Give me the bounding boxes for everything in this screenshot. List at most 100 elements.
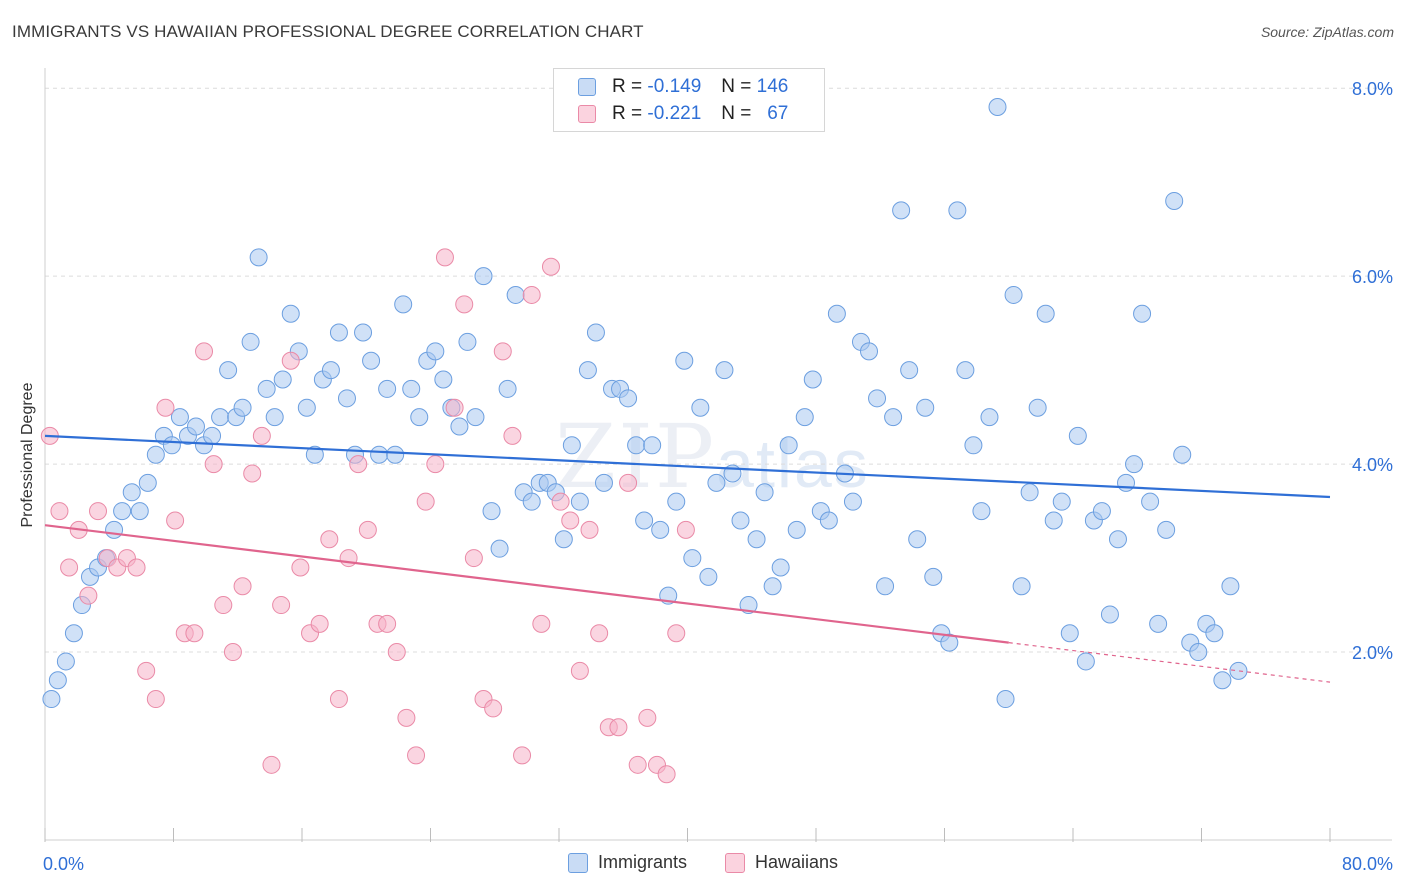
point-hawaiians [455,295,474,314]
legend-r-value: -0.149 [647,76,702,97]
point-immigrants [362,351,381,370]
point-hawaiians [628,755,647,774]
point-immigrants [627,436,646,455]
point-hawaiians [50,502,69,521]
point-immigrants [980,408,999,427]
legend-n-label: N = [721,76,752,97]
point-immigrants [667,492,686,511]
point-immigrants [868,389,887,408]
point-immigrants [715,361,734,380]
point-immigrants [578,361,597,380]
point-immigrants [731,511,750,530]
point-immigrants [450,417,469,436]
legend-item-immigrants[interactable]: Immigrants [567,852,687,873]
point-hawaiians [60,558,79,577]
legend-item-hawaiians[interactable]: Hawaiians [724,852,839,873]
point-immigrants [1125,455,1144,474]
point-hawaiians [339,549,358,568]
point-hawaiians [590,624,609,643]
x-tick-label: 0.0% [43,854,84,874]
axes [44,68,1392,842]
point-immigrants [506,285,525,304]
point-immigrants [988,97,1007,116]
point-hawaiians [387,643,406,662]
legend-label-immigrants: Immigrants [597,852,687,872]
point-immigrants [219,361,238,380]
correlation-legend: R = -0.149 N = 146 R = -0.221 N = 67 [553,68,825,132]
point-immigrants [370,445,389,464]
point-hawaiians [146,690,165,709]
point-hawaiians [676,520,695,539]
point-immigrants [321,361,340,380]
point-immigrants [924,567,943,586]
point-immigrants [1076,652,1095,671]
point-hawaiians [445,398,464,417]
point-immigrants [329,323,348,342]
point-immigrants [56,652,75,671]
point-immigrants [249,248,268,267]
point-immigrants [498,379,517,398]
point-immigrants [586,323,605,342]
point-hawaiians [426,455,445,474]
point-hawaiians [580,520,599,539]
point-immigrants [522,492,541,511]
point-immigrants [594,473,613,492]
point-hawaiians [532,614,551,633]
point-immigrants [1189,643,1208,662]
point-immigrants [394,295,413,314]
point-hawaiians [310,614,329,633]
point-immigrants [410,408,429,427]
point-hawaiians [435,248,454,267]
legend-label-hawaiians: Hawaiians [754,852,839,872]
tick-labels: 2.0% 4.0% 6.0% 8.0% 0.0% 80.0% [43,79,1393,874]
legend-row-hawaiians: R = -0.221 N = 67 [578,101,788,127]
source-label: Source: ZipAtlas.com [1260,24,1394,40]
point-hawaiians [195,342,214,361]
point-immigrants [1092,502,1111,521]
point-immigrants [482,502,501,521]
point-immigrants [635,511,654,530]
point-immigrants [683,549,702,568]
point-immigrants [876,577,895,596]
point-immigrants [1044,511,1063,530]
point-immigrants [1060,624,1079,643]
point-immigrants [996,690,1015,709]
y-tick-label: 8.0% [1352,79,1393,99]
point-immigrants [1036,304,1055,323]
point-hawaiians [89,502,108,521]
point-hawaiians [79,586,98,605]
y-tick-label: 2.0% [1352,643,1393,663]
point-immigrants [1165,191,1184,210]
point-hawaiians [272,596,291,615]
legend-r-label: R = [612,103,643,124]
point-immigrants [860,342,879,361]
point-immigrants [1213,671,1232,690]
point-immigrants [113,502,132,521]
point-immigrants [707,473,726,492]
point-hawaiians [522,285,541,304]
point-immigrants [699,567,718,586]
point-immigrants [386,445,405,464]
point-immigrants [1221,577,1240,596]
point-immigrants [146,445,165,464]
point-immigrants [273,370,292,389]
point-immigrants [203,426,222,445]
point-hawaiians [204,455,223,474]
point-immigrants [972,502,991,521]
point-hawaiians [561,511,580,530]
point-hawaiians [609,718,628,737]
point-immigrants [1141,492,1160,511]
point-immigrants [964,436,983,455]
legend-row-immigrants: R = -0.149 N = 146 [578,74,788,100]
point-immigrants [122,483,141,502]
point-immigrants [1133,304,1152,323]
series-legend: Immigrants Hawaiians [0,852,1406,873]
point-hawaiians [262,755,281,774]
point-hawaiians [464,549,483,568]
point-immigrants [186,417,205,436]
point-hawaiians [541,257,560,276]
point-immigrants [233,398,252,417]
point-immigrants [170,408,189,427]
point-immigrants [354,323,373,342]
